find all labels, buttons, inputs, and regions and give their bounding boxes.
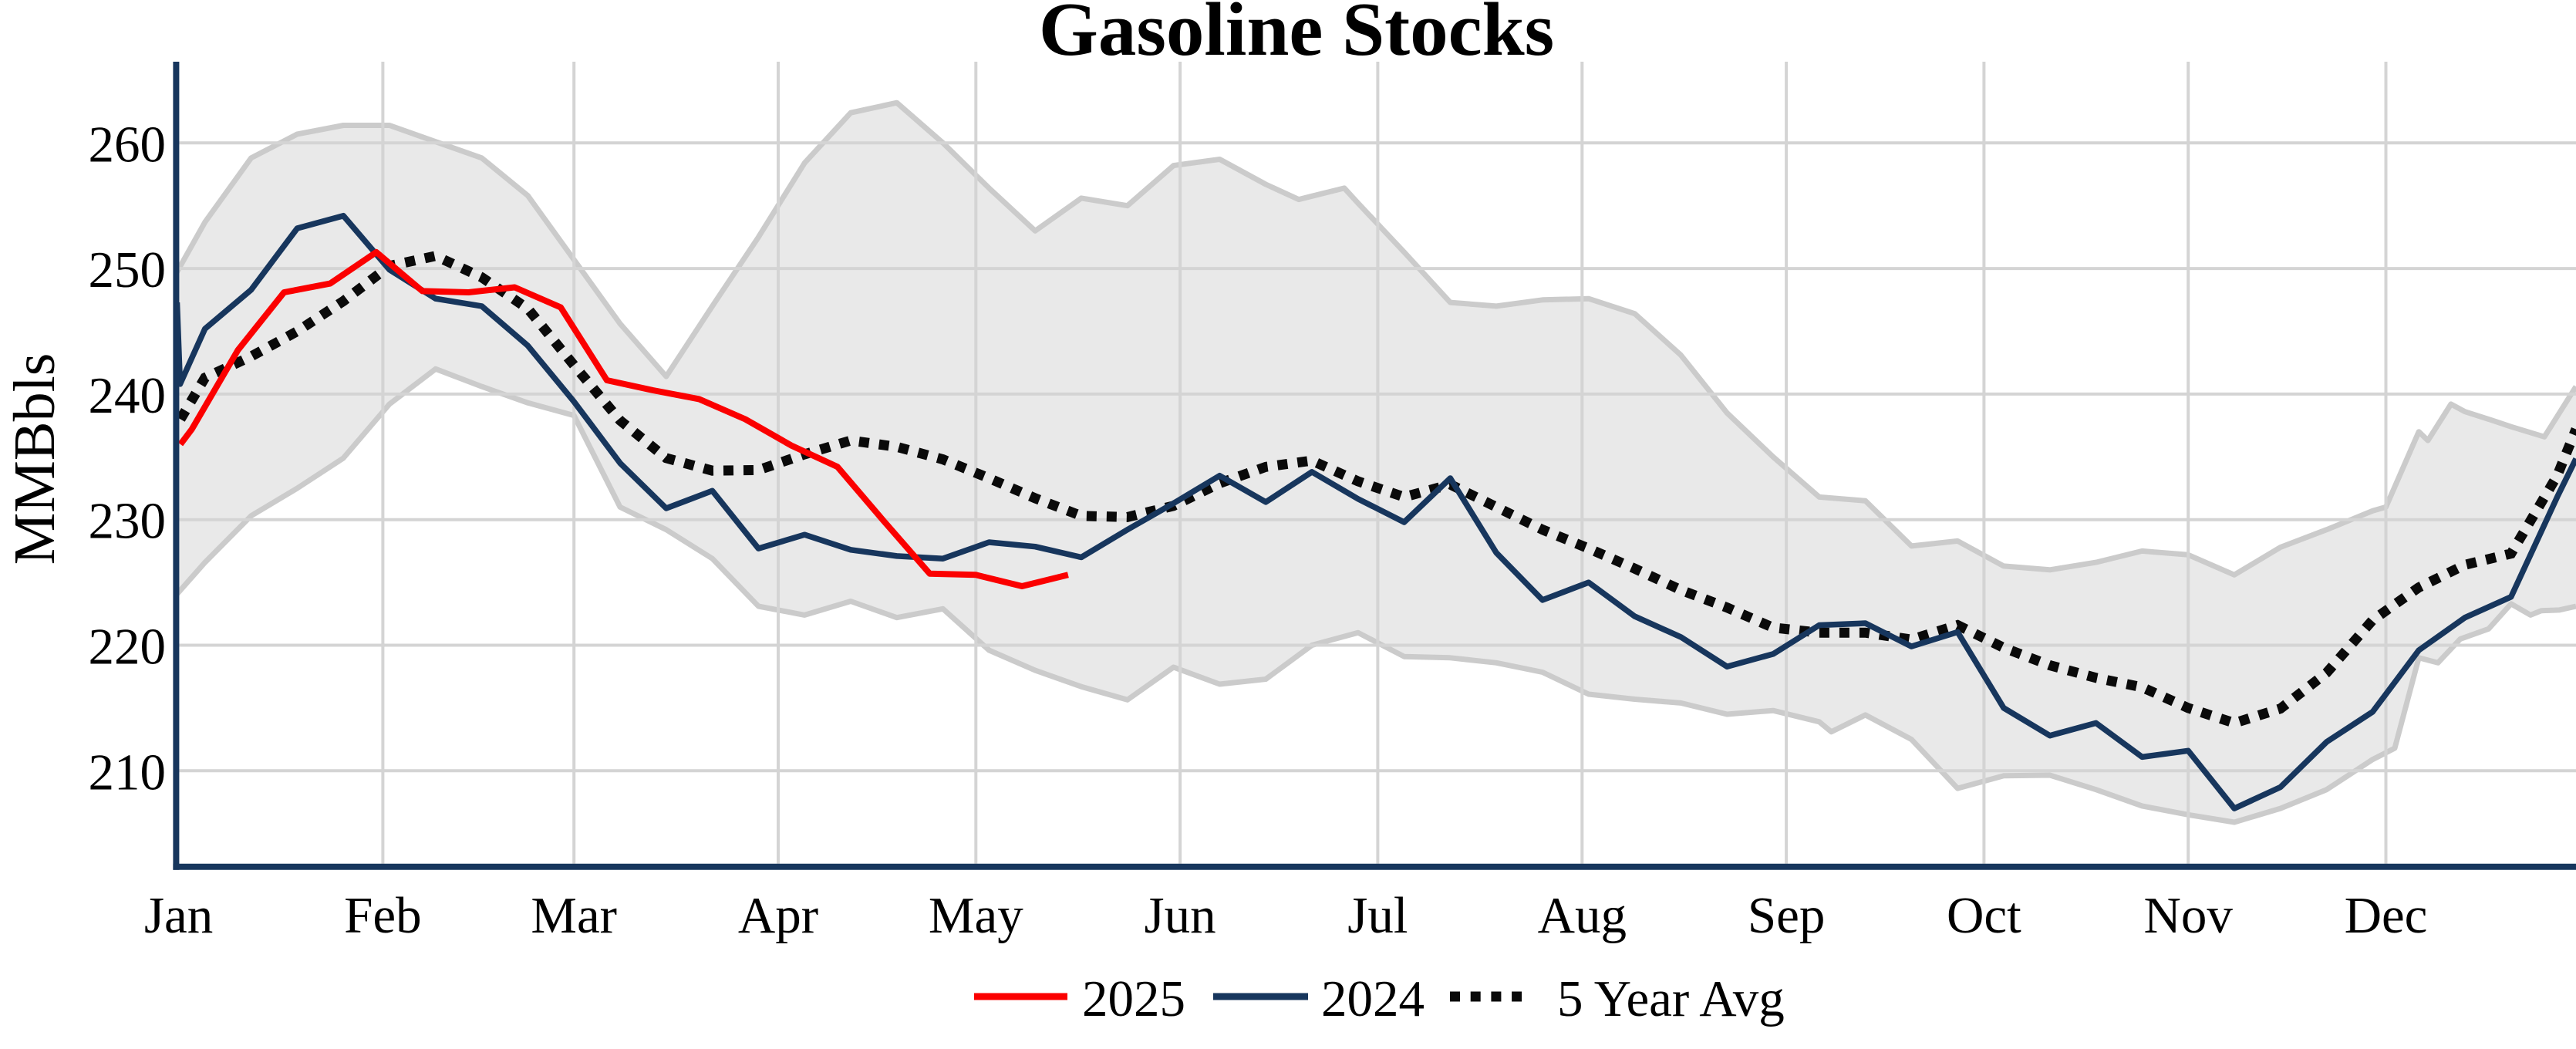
svg-text:230: 230 (89, 493, 167, 550)
svg-text:210: 210 (89, 744, 167, 801)
svg-text:May: May (929, 887, 1023, 944)
svg-text:Aug: Aug (1538, 887, 1627, 944)
svg-text:Mar: Mar (531, 887, 617, 944)
svg-text:240: 240 (89, 367, 167, 424)
svg-text:Gasoline Stocks: Gasoline Stocks (1039, 0, 1554, 72)
svg-text:Nov: Nov (2144, 887, 2234, 944)
svg-text:Dec: Dec (2345, 887, 2428, 944)
svg-text:MMBbls: MMBbls (2, 353, 67, 565)
svg-text:Jun: Jun (1145, 887, 1216, 944)
svg-text:5 Year Avg: 5 Year Avg (1557, 970, 1785, 1027)
svg-text:Sep: Sep (1748, 887, 1826, 944)
svg-text:Feb: Feb (344, 887, 422, 944)
svg-text:220: 220 (89, 619, 167, 676)
svg-text:Jan: Jan (144, 887, 213, 944)
svg-text:260: 260 (89, 116, 167, 173)
svg-text:Oct: Oct (1947, 887, 2021, 944)
svg-text:2025: 2025 (1082, 970, 1185, 1027)
svg-text:Apr: Apr (738, 887, 818, 944)
svg-text:Jul: Jul (1347, 887, 1408, 944)
svg-text:250: 250 (89, 241, 167, 299)
svg-text:2024: 2024 (1321, 970, 1425, 1027)
